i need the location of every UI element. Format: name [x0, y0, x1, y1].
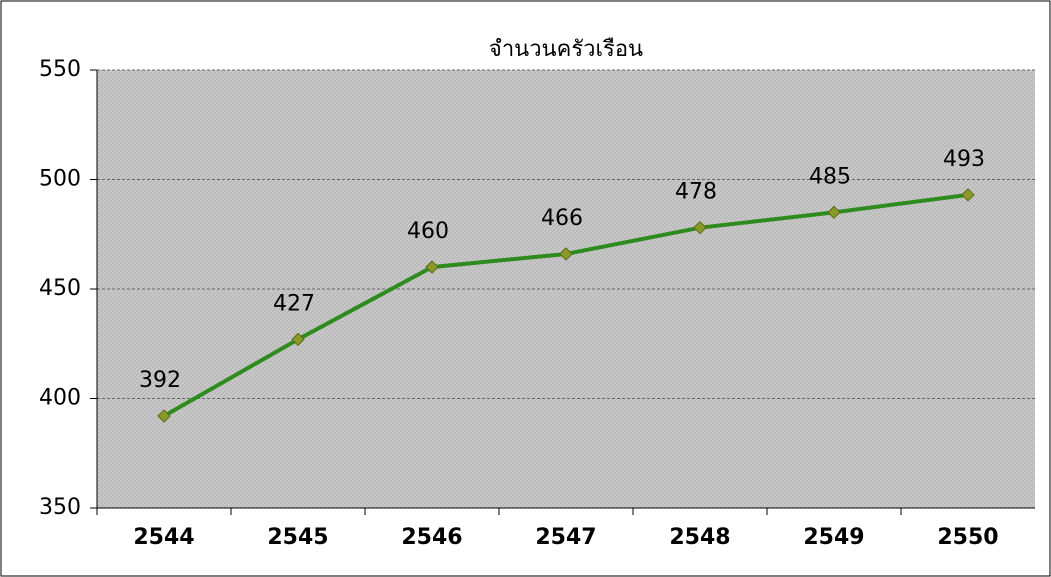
data-label: 478 — [675, 180, 717, 205]
data-label: 493 — [943, 147, 985, 172]
data-point — [559, 247, 573, 261]
x-tick-label: 2550 — [937, 525, 998, 550]
data-point — [157, 409, 171, 423]
y-tick-label: 350 — [39, 495, 81, 520]
x-tick-label: 2547 — [535, 525, 596, 550]
data-label: 460 — [407, 219, 449, 244]
data-label: 427 — [273, 291, 315, 316]
x-tick-label: 2545 — [267, 525, 328, 550]
data-point — [291, 332, 305, 347]
x-tick-label: 2548 — [669, 525, 730, 550]
y-tick-label: 550 — [39, 57, 81, 82]
data-point — [425, 260, 439, 274]
x-tick-label: 2549 — [803, 525, 864, 550]
x-tick-label: 2544 — [133, 525, 194, 550]
data-label: 466 — [541, 206, 583, 231]
y-tick-label: 500 — [39, 167, 81, 192]
x-tick-label: 2546 — [401, 525, 462, 550]
data-label: 392 — [139, 368, 181, 393]
data-point — [961, 188, 975, 202]
y-tick-label: 450 — [39, 276, 81, 301]
chart-title: จำนวนครัวเรือน — [489, 37, 643, 62]
y-tick-label: 400 — [39, 386, 81, 411]
data-point — [693, 220, 707, 235]
data-point — [827, 205, 841, 220]
data-label: 485 — [809, 164, 851, 189]
